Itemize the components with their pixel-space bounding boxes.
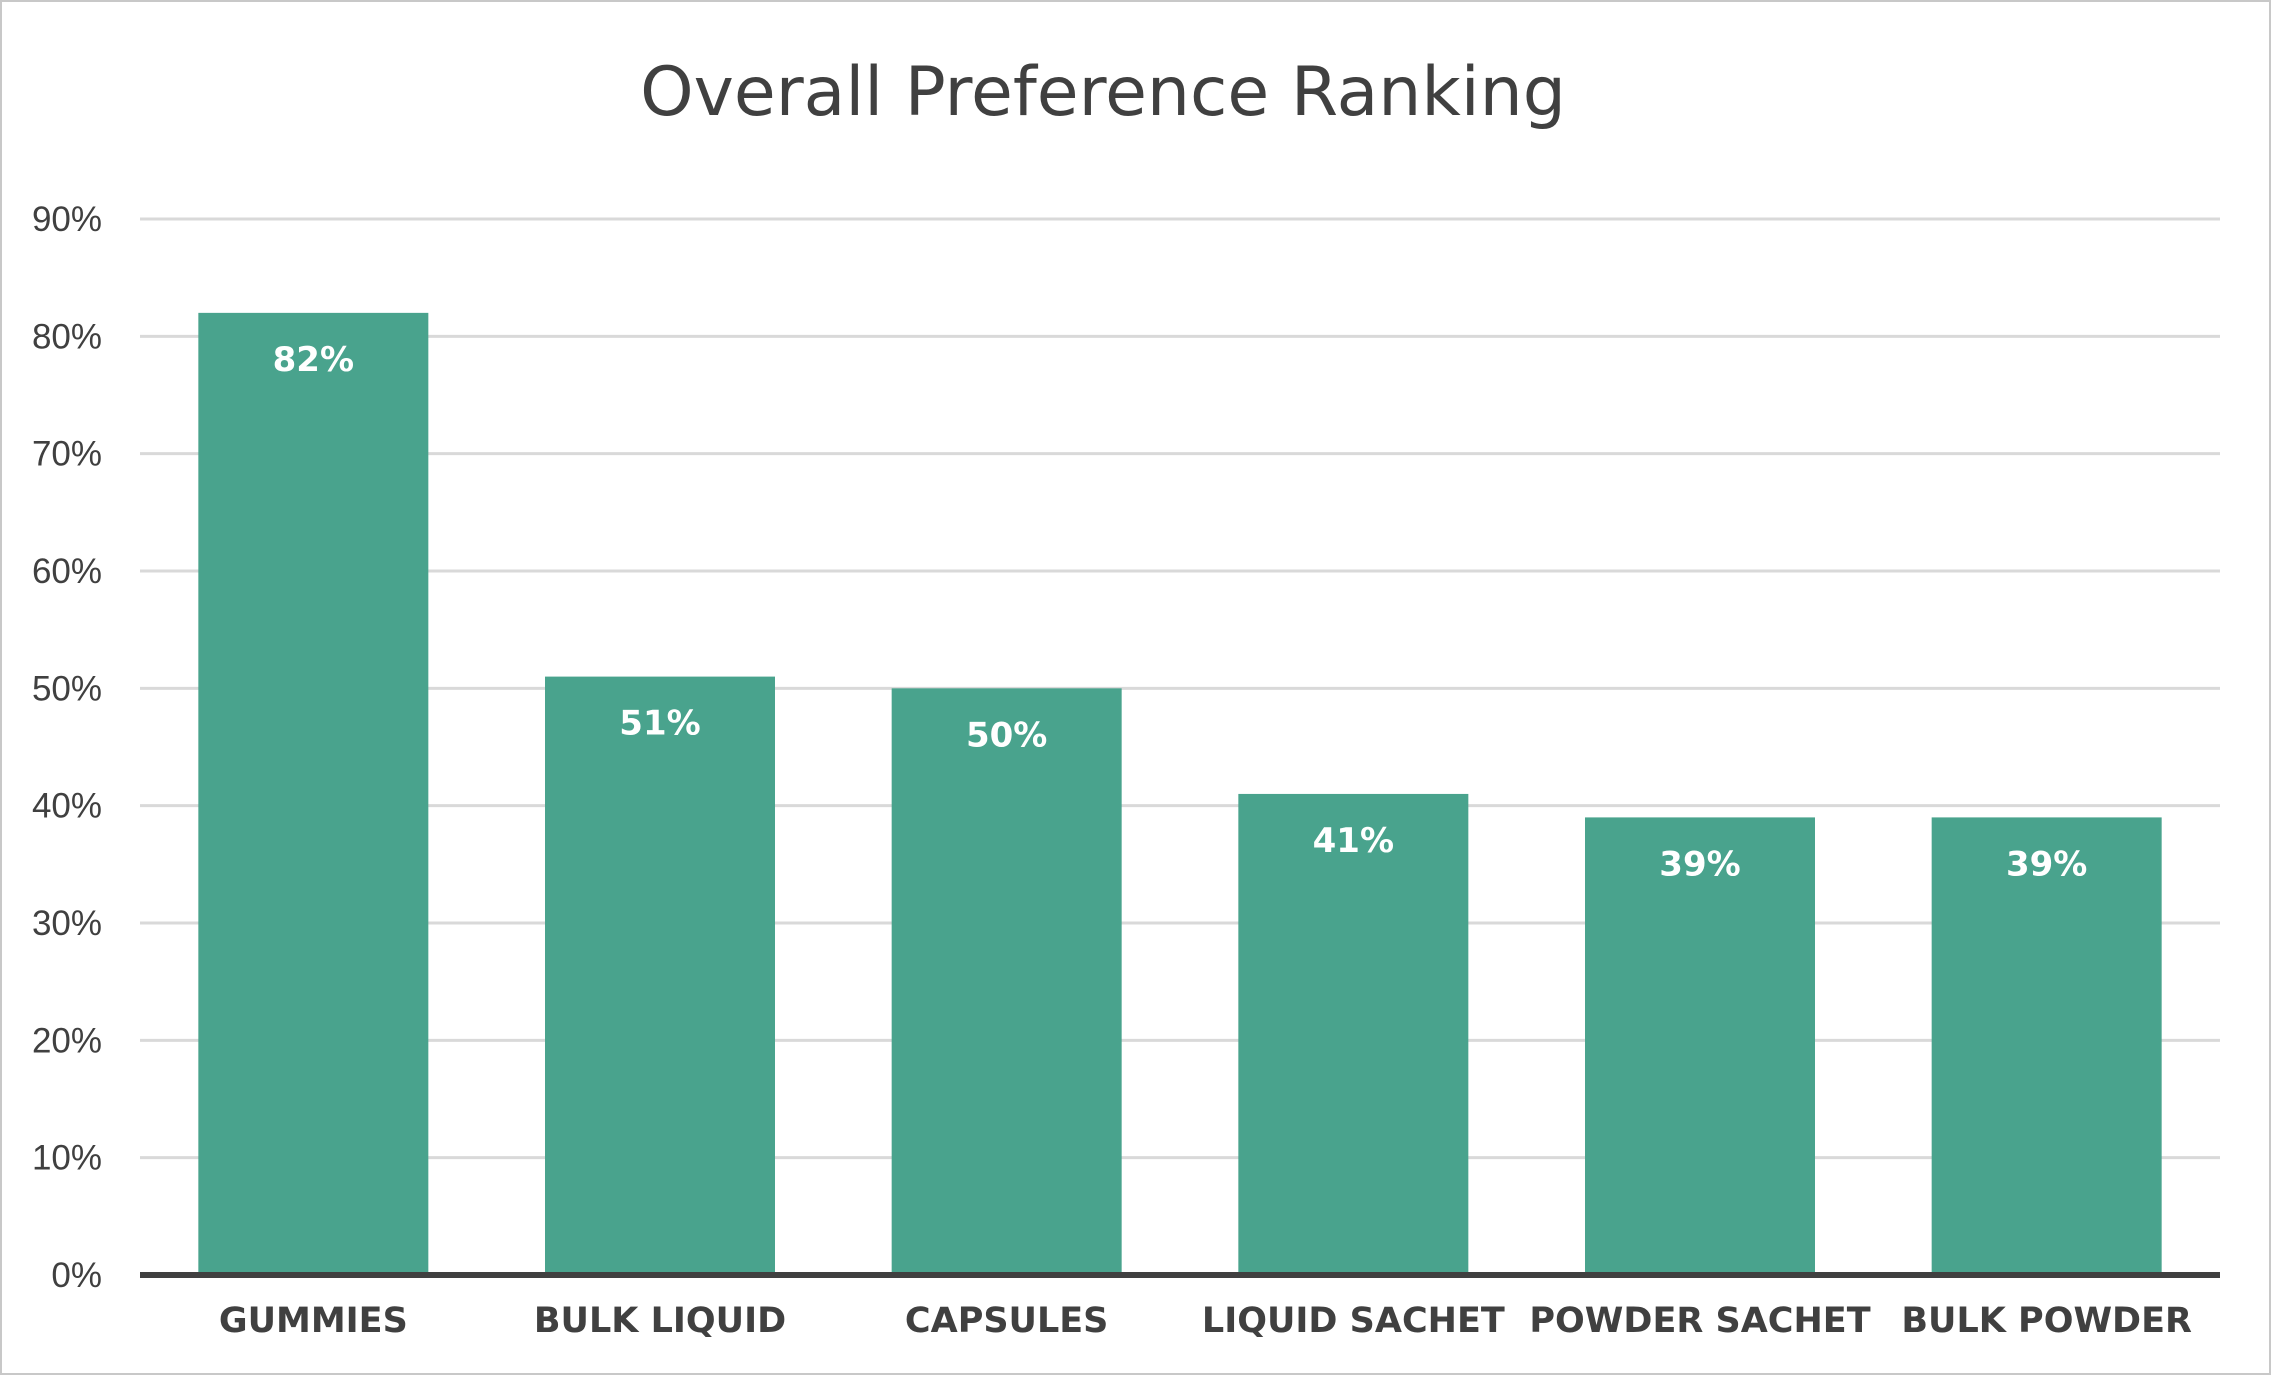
y-tick-label: 50% xyxy=(32,669,102,708)
x-axis-ticks: GUMMIES BULK LIQUID CAPSULES LIQUID SACHET P… xyxy=(219,1301,2192,1341)
data-label: 41% xyxy=(1313,821,1394,861)
bars xyxy=(198,312,2162,1275)
y-tick-label: 0% xyxy=(51,1256,102,1295)
x-tick-label: BULK LIQUID xyxy=(534,1301,786,1341)
bar xyxy=(198,312,429,1275)
chart-title: Overall Preference Ranking xyxy=(640,53,1566,132)
y-tick-label: 30% xyxy=(32,904,102,943)
gridlines xyxy=(140,217,2220,1160)
data-label: 50% xyxy=(966,715,1047,755)
y-axis-ticks: 0% 10% 20% 30% 40% 50% 60% 70% 80% 90% xyxy=(32,200,102,1295)
data-label: 82% xyxy=(273,340,354,380)
x-tick-label: POWDER SACHET xyxy=(1529,1301,1870,1341)
bar xyxy=(545,676,775,1275)
bar xyxy=(1585,817,1815,1275)
y-tick-label: 80% xyxy=(32,317,102,356)
bar xyxy=(1238,793,1469,1275)
x-tick-label: LIQUID SACHET xyxy=(1202,1301,1505,1341)
y-tick-label: 40% xyxy=(32,787,102,826)
data-labels: 82% 51% 50% 41% 39% 39% xyxy=(273,340,2088,885)
y-tick-label: 60% xyxy=(32,552,102,591)
bar xyxy=(1931,817,2162,1275)
x-tick-label: GUMMIES xyxy=(219,1301,408,1341)
data-label: 51% xyxy=(619,704,700,744)
data-label: 39% xyxy=(1659,844,1740,884)
y-tick-label: 20% xyxy=(32,1021,102,1060)
y-tick-label: 90% xyxy=(32,200,102,239)
bar xyxy=(891,688,1122,1275)
data-label: 39% xyxy=(2006,844,2087,884)
y-tick-label: 70% xyxy=(32,435,102,474)
x-tick-label: BULK POWDER xyxy=(1901,1301,2192,1341)
x-tick-label: CAPSULES xyxy=(905,1301,1108,1341)
y-tick-label: 10% xyxy=(32,1139,102,1178)
